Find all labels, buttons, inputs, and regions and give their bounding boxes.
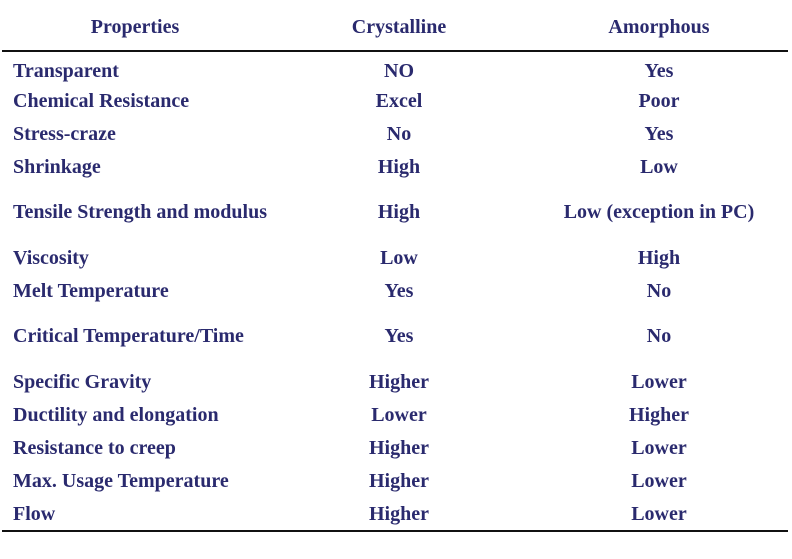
- table-row: Critical Temperature/Time Yes No: [2, 307, 788, 365]
- crystalline-cell: Higher: [268, 497, 530, 532]
- table-header-row: Properties Crystalline Amorphous: [2, 4, 788, 52]
- header-properties: Properties: [2, 4, 268, 52]
- crystalline-cell: Higher: [369, 436, 429, 459]
- amorphous-cell: Low (exception in PC): [563, 201, 755, 223]
- amorphous-cell: Higher: [629, 403, 689, 426]
- property-cell: Shrinkage: [13, 155, 101, 178]
- amorphous-cell: Lower: [530, 497, 788, 532]
- table-row: Viscosity Low High: [2, 241, 788, 274]
- table-row: Chemical Resistance Excel Poor: [2, 84, 788, 117]
- property-cell: Chemical Resistance: [13, 89, 190, 112]
- property-cell: Viscosity: [13, 246, 89, 269]
- amorphous-cell: Yes: [644, 60, 674, 82]
- property-cell: Resistance to creep: [13, 436, 176, 459]
- crystalline-cell: Yes: [384, 325, 414, 347]
- amorphous-cell: Poor: [638, 89, 680, 112]
- property-cell: Transparent: [13, 60, 119, 82]
- property-cell: Critical Temperature/Time: [13, 325, 244, 347]
- crystalline-cell: No: [386, 122, 412, 145]
- table-row: Flow Higher Lower: [2, 497, 788, 532]
- table-row: Ductility and elongation Lower Higher: [2, 398, 788, 431]
- property-cell: Ductility and elongation: [13, 403, 219, 426]
- crystalline-cell: NO: [384, 60, 414, 82]
- amorphous-cell: Lower: [631, 370, 687, 393]
- amorphous-cell: Lower: [631, 469, 687, 492]
- amorphous-cell: Yes: [644, 122, 674, 145]
- property-cell: Melt Temperature: [13, 279, 169, 302]
- crystalline-cell: Yes: [384, 279, 414, 302]
- property-cell: Specific Gravity: [13, 370, 152, 393]
- table-row: Transparent NO Yes: [2, 51, 788, 84]
- crystalline-cell: High: [377, 155, 421, 178]
- header-crystalline: Crystalline: [268, 4, 530, 52]
- header-amorphous: Amorphous: [530, 4, 788, 52]
- table-row: Max. Usage Temperature Higher Lower: [2, 464, 788, 497]
- table-row: Resistance to creep Higher Lower: [2, 431, 788, 464]
- crystalline-cell: Lower: [371, 403, 427, 426]
- crystalline-cell: High: [377, 201, 421, 223]
- amorphous-cell: Low: [640, 155, 678, 178]
- properties-comparison-table: Properties Crystalline Amorphous Transpa…: [2, 4, 788, 532]
- property-cell: Max. Usage Temperature: [13, 469, 229, 492]
- property-cell: Tensile Strength and modulus: [13, 201, 267, 223]
- table-row: Shrinkage High Low: [2, 150, 788, 183]
- property-cell: Stress-craze: [13, 122, 116, 145]
- amorphous-cell: High: [637, 246, 681, 269]
- amorphous-cell: No: [646, 279, 672, 302]
- crystalline-cell: Higher: [369, 370, 429, 393]
- crystalline-cell: Excel: [375, 89, 423, 112]
- amorphous-cell: No: [646, 325, 672, 347]
- amorphous-cell: Lower: [631, 436, 687, 459]
- property-cell: Flow: [2, 497, 268, 532]
- table-row: Melt Temperature Yes No: [2, 274, 788, 307]
- table-row: Tensile Strength and modulus High Low (e…: [2, 183, 788, 241]
- crystalline-cell: Low: [380, 246, 418, 269]
- crystalline-cell: Higher: [369, 469, 429, 492]
- table-row: Specific Gravity Higher Lower: [2, 365, 788, 398]
- table-row: Stress-craze No Yes: [2, 117, 788, 150]
